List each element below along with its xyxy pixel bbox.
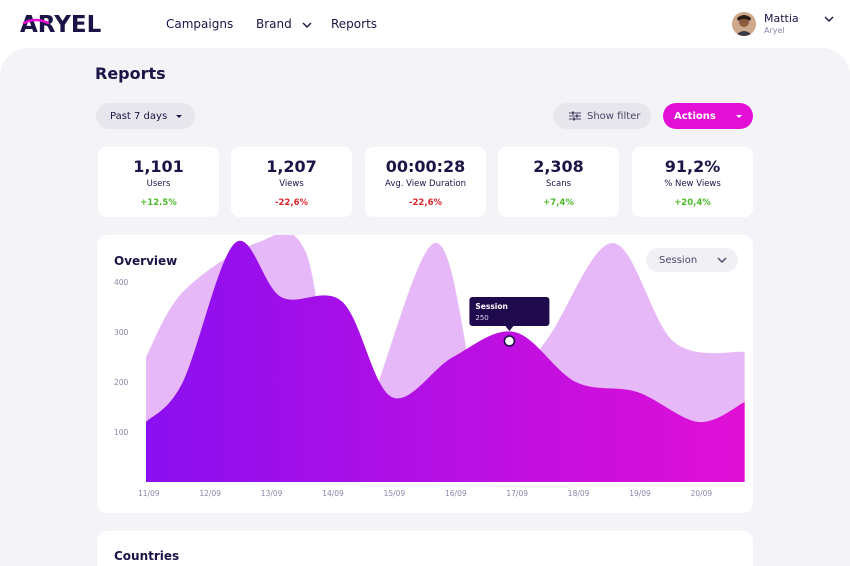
tooltip-title: Session xyxy=(475,302,507,311)
user-org: Aryel xyxy=(764,26,785,35)
svg-text:ARYEL: ARYEL xyxy=(20,12,102,38)
y-tick-label: 500 xyxy=(114,235,129,237)
chart-series-front-area xyxy=(146,240,745,482)
page-title: Reports xyxy=(95,64,166,83)
date-range-select[interactable]: Past 7 days xyxy=(96,103,195,129)
avatar xyxy=(732,12,756,36)
stat-label: Scans xyxy=(545,179,572,189)
user-name: Mattia xyxy=(764,12,799,25)
stat-card-new-views: 91,2% % New Views +20,4% xyxy=(632,147,753,217)
y-tick-label: 400 xyxy=(114,278,129,287)
caret-down-icon xyxy=(736,115,742,118)
sliders-icon xyxy=(569,111,581,121)
x-tick-label: 16/09 xyxy=(445,489,467,498)
chart-tooltip: Session 250 xyxy=(469,297,550,331)
countries-card: Countries xyxy=(97,531,753,566)
stat-change: +7,4% xyxy=(543,198,574,208)
aryel-logo[interactable]: ARYEL xyxy=(20,10,108,38)
top-bar: ARYEL Campaigns Brand Reports Mattia Ary… xyxy=(0,0,850,48)
x-tick-label: 19/09 xyxy=(629,489,651,498)
x-tick-label: 12/09 xyxy=(199,489,221,498)
x-tick-label: 15/09 xyxy=(384,489,406,498)
nav-campaigns[interactable]: Campaigns xyxy=(166,17,234,31)
y-tick-label: 200 xyxy=(114,378,129,387)
y-tick-label: 300 xyxy=(114,328,129,337)
overview-chart: 100200300400500600 11/0912/0913/0914/091… xyxy=(114,235,745,498)
stat-value: 2,308 xyxy=(533,157,584,176)
x-tick-label: 14/09 xyxy=(322,489,344,498)
x-tick-label: 18/09 xyxy=(568,489,590,498)
nav-brand[interactable]: Brand xyxy=(256,17,312,31)
stat-label: Avg. View Duration xyxy=(385,179,466,189)
x-tick-label: 11/09 xyxy=(138,489,160,498)
stat-change: +20,4% xyxy=(674,198,711,208)
stat-card-users: 1,101 Users +12.5% xyxy=(98,147,219,217)
stat-value: 1,101 xyxy=(133,157,184,176)
stat-label: % New Views xyxy=(664,179,721,189)
user-menu[interactable]: Mattia Aryel xyxy=(732,10,834,38)
stat-value: 1,207 xyxy=(266,157,317,176)
x-tick-label: 17/09 xyxy=(506,489,528,498)
stat-change: -22,6% xyxy=(274,198,309,208)
stat-value: 91,2% xyxy=(664,157,721,176)
stat-change: +12.5% xyxy=(140,198,177,208)
stat-value: 00:00:28 xyxy=(385,157,466,176)
stat-label: Views xyxy=(279,179,304,189)
x-tick-label: 13/09 xyxy=(261,489,283,498)
chart-hover-point[interactable] xyxy=(503,335,516,347)
stat-card-scans: 2,308 Scans +7,4% xyxy=(498,147,619,217)
y-tick-label: 100 xyxy=(114,428,129,437)
x-tick-label: 20/09 xyxy=(691,489,713,498)
tooltip-value: 250 xyxy=(475,314,488,322)
stat-card-avg-view-duration: 00:00:28 Avg. View Duration -22,6% xyxy=(365,147,486,217)
stat-change: -22,6% xyxy=(408,198,443,208)
nav-reports[interactable]: Reports xyxy=(331,17,378,31)
stat-label: Users xyxy=(146,179,171,189)
chevron-down-icon[interactable] xyxy=(824,16,834,22)
metric-select[interactable]: Session xyxy=(646,248,738,272)
chevron-down-icon xyxy=(302,22,312,28)
overview-card: Overview Session 100200300400500600 11/0… xyxy=(97,235,753,513)
show-filter-button[interactable]: Show filter xyxy=(553,103,651,129)
overview-title: Overview xyxy=(114,254,178,268)
caret-down-icon xyxy=(176,115,182,118)
stat-card-views: 1,207 Views -22,6% xyxy=(231,147,352,217)
chevron-down-icon xyxy=(717,257,727,263)
countries-title: Countries xyxy=(114,549,180,563)
actions-button[interactable]: Actions xyxy=(663,103,753,129)
